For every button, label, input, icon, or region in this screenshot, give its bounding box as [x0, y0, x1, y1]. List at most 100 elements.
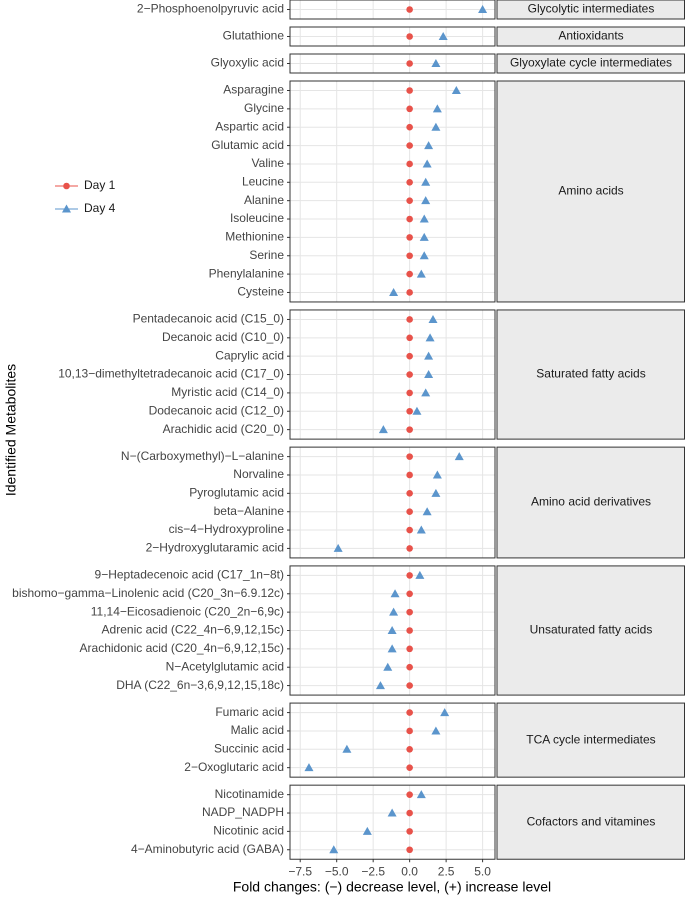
point — [406, 87, 413, 94]
y-tick-label: Succinic acid — [214, 741, 284, 755]
point — [406, 407, 413, 415]
y-tick-label: 2−Phosphoenolpyruvic acid — [137, 2, 284, 16]
y-tick-label: bishomo−gamma−Linolenic acid (C20_3n−6.9… — [12, 586, 284, 600]
point — [406, 60, 413, 67]
point — [438, 32, 448, 40]
panel — [290, 785, 495, 860]
panel-border — [289, 26, 496, 47]
strip-label: Unsaturated fatty acids — [530, 623, 653, 637]
y-tick-label: Isoleucine — [230, 211, 284, 225]
y-tick-label: Aspartic acid — [215, 119, 284, 133]
point — [406, 123, 413, 131]
y-tick-label: Pentadecanoic acid (C15_0) — [133, 312, 284, 326]
y-tick-label: Phenylalanine — [209, 266, 285, 280]
legend-label: Day 4 — [84, 201, 116, 215]
strip-label: Glyoxylate cycle intermediates — [510, 56, 672, 70]
y-tick-label: Adrenic acid (C22_4n−6,9,12,15c) — [102, 623, 284, 637]
strip — [496, 309, 685, 440]
x-tick-label: 2.5 — [438, 864, 455, 878]
strip-label: Cofactors and vitamines — [527, 814, 656, 828]
point — [362, 826, 372, 835]
point — [406, 764, 413, 771]
point — [406, 334, 413, 342]
point — [416, 269, 426, 278]
y-tick-label: DHA (C22_6n−3,6,9,12,15,18c) — [116, 678, 284, 692]
y-tick-label: Dodecanoic acid (C12_0) — [149, 403, 284, 417]
panel-border — [289, 702, 496, 778]
point — [421, 388, 431, 397]
point — [406, 746, 413, 753]
point — [419, 214, 429, 223]
y-tick-label: Valine — [252, 156, 285, 170]
x-tick-label: 0.0 — [401, 864, 418, 878]
point — [304, 763, 314, 772]
point — [378, 425, 388, 434]
legend-label: Day 1 — [84, 178, 116, 192]
point — [406, 371, 413, 378]
point — [440, 708, 450, 717]
y-tick-label: Arachidic acid (C20_0) — [163, 422, 284, 436]
y-tick-label: Norvaline — [233, 467, 284, 481]
point — [406, 663, 413, 671]
y-tick-label: Methionine — [225, 230, 284, 244]
point — [432, 470, 442, 479]
panel — [290, 703, 495, 778]
panel-border — [289, 446, 496, 559]
y-axis-title: Identified Metabolites — [3, 364, 19, 496]
point — [421, 196, 431, 205]
y-tick-label: Nicotinamide — [215, 787, 285, 801]
panel-border — [289, 53, 496, 74]
point — [451, 86, 461, 94]
y-tick-label: Asparagine — [223, 83, 284, 97]
point — [406, 727, 413, 735]
x-axis-title: Fold changes: (−) decrease level, (+) in… — [233, 879, 551, 895]
point — [431, 488, 441, 497]
point — [406, 846, 413, 854]
strip-label: Antioxidants — [558, 29, 623, 43]
point — [389, 607, 399, 616]
point — [406, 709, 413, 716]
strip — [496, 446, 685, 559]
point — [406, 426, 413, 433]
point — [406, 828, 413, 835]
y-tick-label: 9−Heptadecenoic acid (C17_1n−8t) — [95, 568, 284, 582]
point — [406, 105, 413, 113]
point — [422, 159, 432, 168]
point — [415, 570, 425, 579]
y-tick-label: Caprylic acid — [215, 348, 284, 362]
point — [406, 179, 413, 186]
point — [406, 270, 413, 278]
point — [375, 681, 385, 690]
strip-label: Glycolytic intermediates — [528, 2, 655, 16]
point — [406, 389, 413, 397]
y-tick-label: cis−4−Hydroxyproline — [169, 522, 285, 536]
legend-marker — [63, 182, 70, 190]
point — [406, 682, 413, 689]
strip-label: Saturated fatty acids — [536, 367, 645, 381]
y-tick-label: N−(Carboxymethyl)−L−alanine — [121, 449, 284, 463]
point — [412, 406, 422, 415]
y-tick-label: N−Acetylglutamic acid — [166, 659, 284, 673]
y-tick-label: Decanoic acid (C10_0) — [162, 330, 284, 344]
point — [419, 232, 429, 241]
point — [406, 234, 413, 241]
point — [406, 526, 413, 534]
point — [406, 809, 413, 817]
y-tick-label: Glyoxylic acid — [211, 56, 284, 70]
point — [406, 6, 413, 13]
y-tick-label: Serine — [249, 248, 284, 262]
point — [406, 508, 413, 515]
point — [478, 5, 488, 13]
strip-label: Amino acids — [558, 184, 623, 198]
point — [431, 726, 441, 735]
y-tick-label: Malic acid — [231, 723, 284, 737]
panel-border — [289, 0, 496, 20]
strip — [496, 702, 685, 778]
strip — [496, 565, 685, 696]
point — [342, 744, 352, 753]
y-tick-label: Myristic acid (C14_0) — [171, 385, 284, 399]
point — [406, 352, 413, 360]
point — [406, 33, 413, 40]
point — [431, 59, 441, 67]
